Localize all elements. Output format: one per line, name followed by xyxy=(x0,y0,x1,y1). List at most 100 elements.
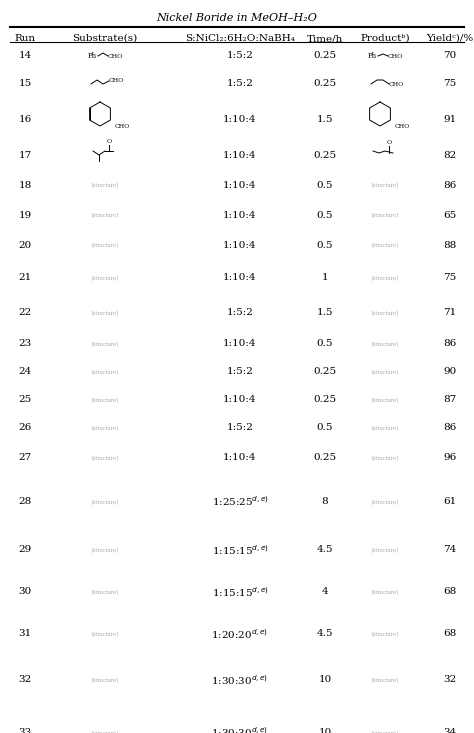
Text: [structure]: [structure] xyxy=(91,589,118,594)
Text: CHO: CHO xyxy=(109,78,124,84)
Text: 1:10:4: 1:10:4 xyxy=(223,180,257,190)
Text: [structure]: [structure] xyxy=(372,310,399,315)
Text: 1:5:2: 1:5:2 xyxy=(227,51,254,61)
Text: 21: 21 xyxy=(18,273,32,282)
Text: [structure]: [structure] xyxy=(372,730,399,733)
Text: 68: 68 xyxy=(443,588,456,597)
Text: [structure]: [structure] xyxy=(372,275,399,280)
Text: 23: 23 xyxy=(18,339,32,348)
Text: 0.5: 0.5 xyxy=(317,240,333,249)
Text: [structure]: [structure] xyxy=(372,589,399,594)
Text: CHO: CHO xyxy=(108,54,123,59)
Text: [structure]: [structure] xyxy=(91,677,118,682)
Text: 4.5: 4.5 xyxy=(317,630,333,638)
Text: 22: 22 xyxy=(18,308,32,317)
Text: CHO: CHO xyxy=(389,81,404,86)
Text: [structure]: [structure] xyxy=(372,183,399,188)
Text: 70: 70 xyxy=(443,51,456,61)
Text: [structure]: [structure] xyxy=(91,213,118,218)
Text: 10: 10 xyxy=(319,676,332,685)
Text: 1:10:4: 1:10:4 xyxy=(223,339,257,348)
Text: CHO: CHO xyxy=(388,54,403,59)
Text: 86: 86 xyxy=(443,424,456,432)
Text: 0.5: 0.5 xyxy=(317,424,333,432)
Text: 0.25: 0.25 xyxy=(313,454,337,463)
Text: 33: 33 xyxy=(18,728,32,733)
Text: 26: 26 xyxy=(18,424,32,432)
Text: 0.25: 0.25 xyxy=(313,150,337,160)
Text: 17: 17 xyxy=(18,150,32,160)
Text: 15: 15 xyxy=(18,79,32,89)
Text: [structure]: [structure] xyxy=(372,213,399,218)
Text: 10: 10 xyxy=(319,728,332,733)
Text: [structure]: [structure] xyxy=(372,548,399,553)
Text: [structure]: [structure] xyxy=(91,183,118,188)
Text: O: O xyxy=(107,139,111,144)
Text: 0.25: 0.25 xyxy=(313,79,337,89)
Text: 68: 68 xyxy=(443,630,456,638)
Text: 90: 90 xyxy=(443,367,456,377)
Text: 96: 96 xyxy=(443,454,456,463)
Text: 1.5: 1.5 xyxy=(317,114,333,123)
Text: Nickel Boride in MeOH–H₂O: Nickel Boride in MeOH–H₂O xyxy=(156,13,318,23)
Text: 8: 8 xyxy=(322,497,328,506)
Text: 1.5: 1.5 xyxy=(317,308,333,317)
Text: [structure]: [structure] xyxy=(91,425,118,430)
Text: 30: 30 xyxy=(18,588,32,597)
Text: Substrate(s): Substrate(s) xyxy=(73,34,137,43)
Text: 25: 25 xyxy=(18,396,32,405)
Text: Productᵇ): Productᵇ) xyxy=(360,34,410,43)
Text: 28: 28 xyxy=(18,497,32,506)
Text: [structure]: [structure] xyxy=(91,455,118,460)
Text: 31: 31 xyxy=(18,630,32,638)
Text: [structure]: [structure] xyxy=(372,369,399,375)
Text: [structure]: [structure] xyxy=(91,310,118,315)
Text: Ph: Ph xyxy=(368,52,377,60)
Text: 0.25: 0.25 xyxy=(313,396,337,405)
Text: 19: 19 xyxy=(18,210,32,219)
Text: 87: 87 xyxy=(443,396,456,405)
Text: 34: 34 xyxy=(443,728,456,733)
Text: 1:10:4: 1:10:4 xyxy=(223,210,257,219)
Text: [structure]: [structure] xyxy=(91,342,118,347)
Text: 0.5: 0.5 xyxy=(317,339,333,348)
Text: 61: 61 xyxy=(443,497,456,506)
Text: 71: 71 xyxy=(443,308,456,317)
Text: 0.25: 0.25 xyxy=(313,367,337,377)
Text: 4: 4 xyxy=(322,588,328,597)
Text: [structure]: [structure] xyxy=(91,275,118,280)
Text: 1:20:20$^{d,e)}$: 1:20:20$^{d,e)}$ xyxy=(211,627,269,641)
Text: Time/h: Time/h xyxy=(307,34,343,43)
Text: 1:25:25$^{d,e)}$: 1:25:25$^{d,e)}$ xyxy=(211,495,268,509)
Text: 1:10:4: 1:10:4 xyxy=(223,114,257,123)
Text: 1:10:4: 1:10:4 xyxy=(223,150,257,160)
Text: 86: 86 xyxy=(443,339,456,348)
Text: [structure]: [structure] xyxy=(91,243,118,248)
Text: 74: 74 xyxy=(443,545,456,554)
Text: [structure]: [structure] xyxy=(91,632,118,636)
Text: 16: 16 xyxy=(18,114,32,123)
Text: 75: 75 xyxy=(443,273,456,282)
Text: 0.5: 0.5 xyxy=(317,210,333,219)
Text: CHO: CHO xyxy=(395,125,410,130)
Text: [structure]: [structure] xyxy=(91,548,118,553)
Text: 20: 20 xyxy=(18,240,32,249)
Text: [structure]: [structure] xyxy=(91,499,118,504)
Text: 86: 86 xyxy=(443,180,456,190)
Text: 18: 18 xyxy=(18,180,32,190)
Text: 29: 29 xyxy=(18,545,32,554)
Text: [structure]: [structure] xyxy=(91,397,118,402)
Text: 1:15:15$^{d,e)}$: 1:15:15$^{d,e)}$ xyxy=(211,543,268,557)
Text: 1:30:30$^{d,e)}$: 1:30:30$^{d,e)}$ xyxy=(211,726,269,733)
Text: 24: 24 xyxy=(18,367,32,377)
Text: 82: 82 xyxy=(443,150,456,160)
Text: [structure]: [structure] xyxy=(372,397,399,402)
Text: 1:30:30$^{d,e)}$: 1:30:30$^{d,e)}$ xyxy=(211,673,269,687)
Text: 1:5:2: 1:5:2 xyxy=(227,424,254,432)
Text: 88: 88 xyxy=(443,240,456,249)
Text: 1:5:2: 1:5:2 xyxy=(227,79,254,89)
Text: S:NiCl₂:6H₂O:NaBH₄: S:NiCl₂:6H₂O:NaBH₄ xyxy=(185,34,295,43)
Text: 1:10:4: 1:10:4 xyxy=(223,240,257,249)
Text: 4.5: 4.5 xyxy=(317,545,333,554)
Text: 75: 75 xyxy=(443,79,456,89)
